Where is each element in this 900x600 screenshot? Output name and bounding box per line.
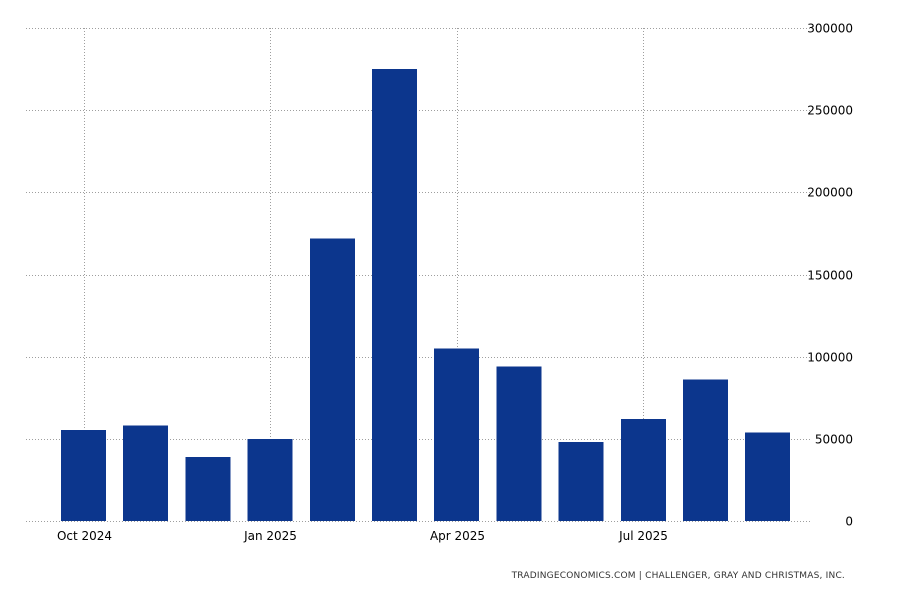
bar-nov-2024 <box>185 456 231 521</box>
x-tick-label: Jul 2025 <box>618 529 668 543</box>
bar-sep-2024 <box>61 429 106 521</box>
grid-lines <box>26 28 810 522</box>
bar-aug-2025 <box>745 432 791 521</box>
source-credit: TRADINGECONOMICS.COM | CHALLENGER, GRAY … <box>511 571 845 581</box>
y-tick-label: 150000 <box>807 269 853 283</box>
bar-jul-2025 <box>683 379 728 521</box>
bar-jan-2025 <box>309 238 355 522</box>
bar-may-2025 <box>558 442 604 521</box>
y-tick-label: 0 <box>845 515 853 529</box>
y-tick-label: 50000 <box>815 433 853 447</box>
bar-dec-2024 <box>247 438 293 521</box>
y-axis-ticks: 0 50000 100000 150000 200000 250000 300000 <box>807 22 853 529</box>
bars <box>61 69 791 522</box>
x-tick-label: Jan 2025 <box>243 529 297 543</box>
x-tick-label: Apr 2025 <box>430 529 485 543</box>
y-tick-label: 250000 <box>807 104 853 118</box>
y-tick-label: 100000 <box>807 351 853 365</box>
x-tick-label: Oct 2024 <box>57 529 112 543</box>
bar-oct-2024 <box>123 425 169 521</box>
bar-apr-2025 <box>496 366 542 521</box>
y-tick-label: 200000 <box>807 186 853 200</box>
y-tick-label: 300000 <box>807 22 853 36</box>
x-axis-ticks: Oct 2024 Jan 2025 Apr 2025 Jul 2025 <box>57 529 668 543</box>
bar-mar-2025 <box>434 348 480 521</box>
bar-jun-2025 <box>620 419 666 521</box>
bar-feb-2025 <box>372 69 417 521</box>
